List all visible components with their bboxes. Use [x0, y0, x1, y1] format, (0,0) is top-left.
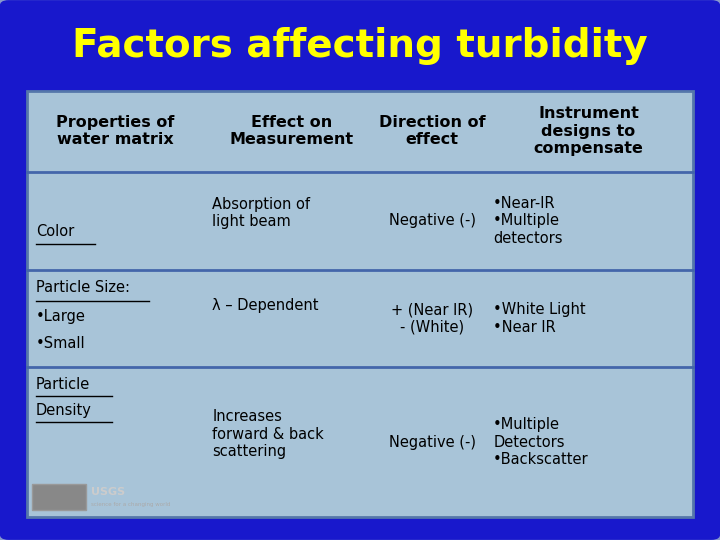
Text: Negative (-): Negative (-) — [389, 213, 476, 228]
Text: •Large: •Large — [36, 309, 86, 325]
Text: science for a changing world: science for a changing world — [91, 502, 171, 507]
FancyBboxPatch shape — [32, 484, 86, 510]
Text: + (Near IR)
- (White): + (Near IR) - (White) — [391, 302, 474, 335]
Text: Particle: Particle — [36, 377, 90, 392]
Text: •White Light
•Near IR: •White Light •Near IR — [493, 302, 586, 335]
Text: λ – Dependent: λ – Dependent — [212, 298, 319, 313]
Text: Effect on
Measurement: Effect on Measurement — [230, 115, 354, 147]
FancyBboxPatch shape — [27, 91, 693, 517]
Text: Direction of
effect: Direction of effect — [379, 115, 486, 147]
Text: Increases
forward & back
scattering: Increases forward & back scattering — [212, 409, 324, 459]
Text: Particle Size:: Particle Size: — [36, 280, 130, 295]
Text: USGS: USGS — [91, 488, 125, 497]
Text: •Near-IR
•Multiple
detectors: •Near-IR •Multiple detectors — [493, 196, 563, 246]
Text: Density: Density — [36, 403, 92, 418]
Text: Color: Color — [36, 224, 74, 239]
Text: Properties of
water matrix: Properties of water matrix — [56, 115, 175, 147]
Text: •Multiple
Detectors
•Backscatter: •Multiple Detectors •Backscatter — [493, 417, 589, 467]
Text: Absorption of
light beam: Absorption of light beam — [212, 197, 310, 229]
Text: Factors affecting turbidity: Factors affecting turbidity — [72, 27, 648, 65]
Text: Negative (-): Negative (-) — [389, 435, 476, 450]
Text: •Small: •Small — [36, 336, 86, 352]
Text: Instrument
designs to
compensate: Instrument designs to compensate — [534, 106, 644, 156]
